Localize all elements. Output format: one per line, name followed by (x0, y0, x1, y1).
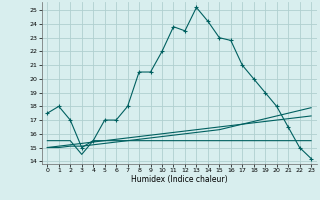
X-axis label: Humidex (Indice chaleur): Humidex (Indice chaleur) (131, 175, 228, 184)
